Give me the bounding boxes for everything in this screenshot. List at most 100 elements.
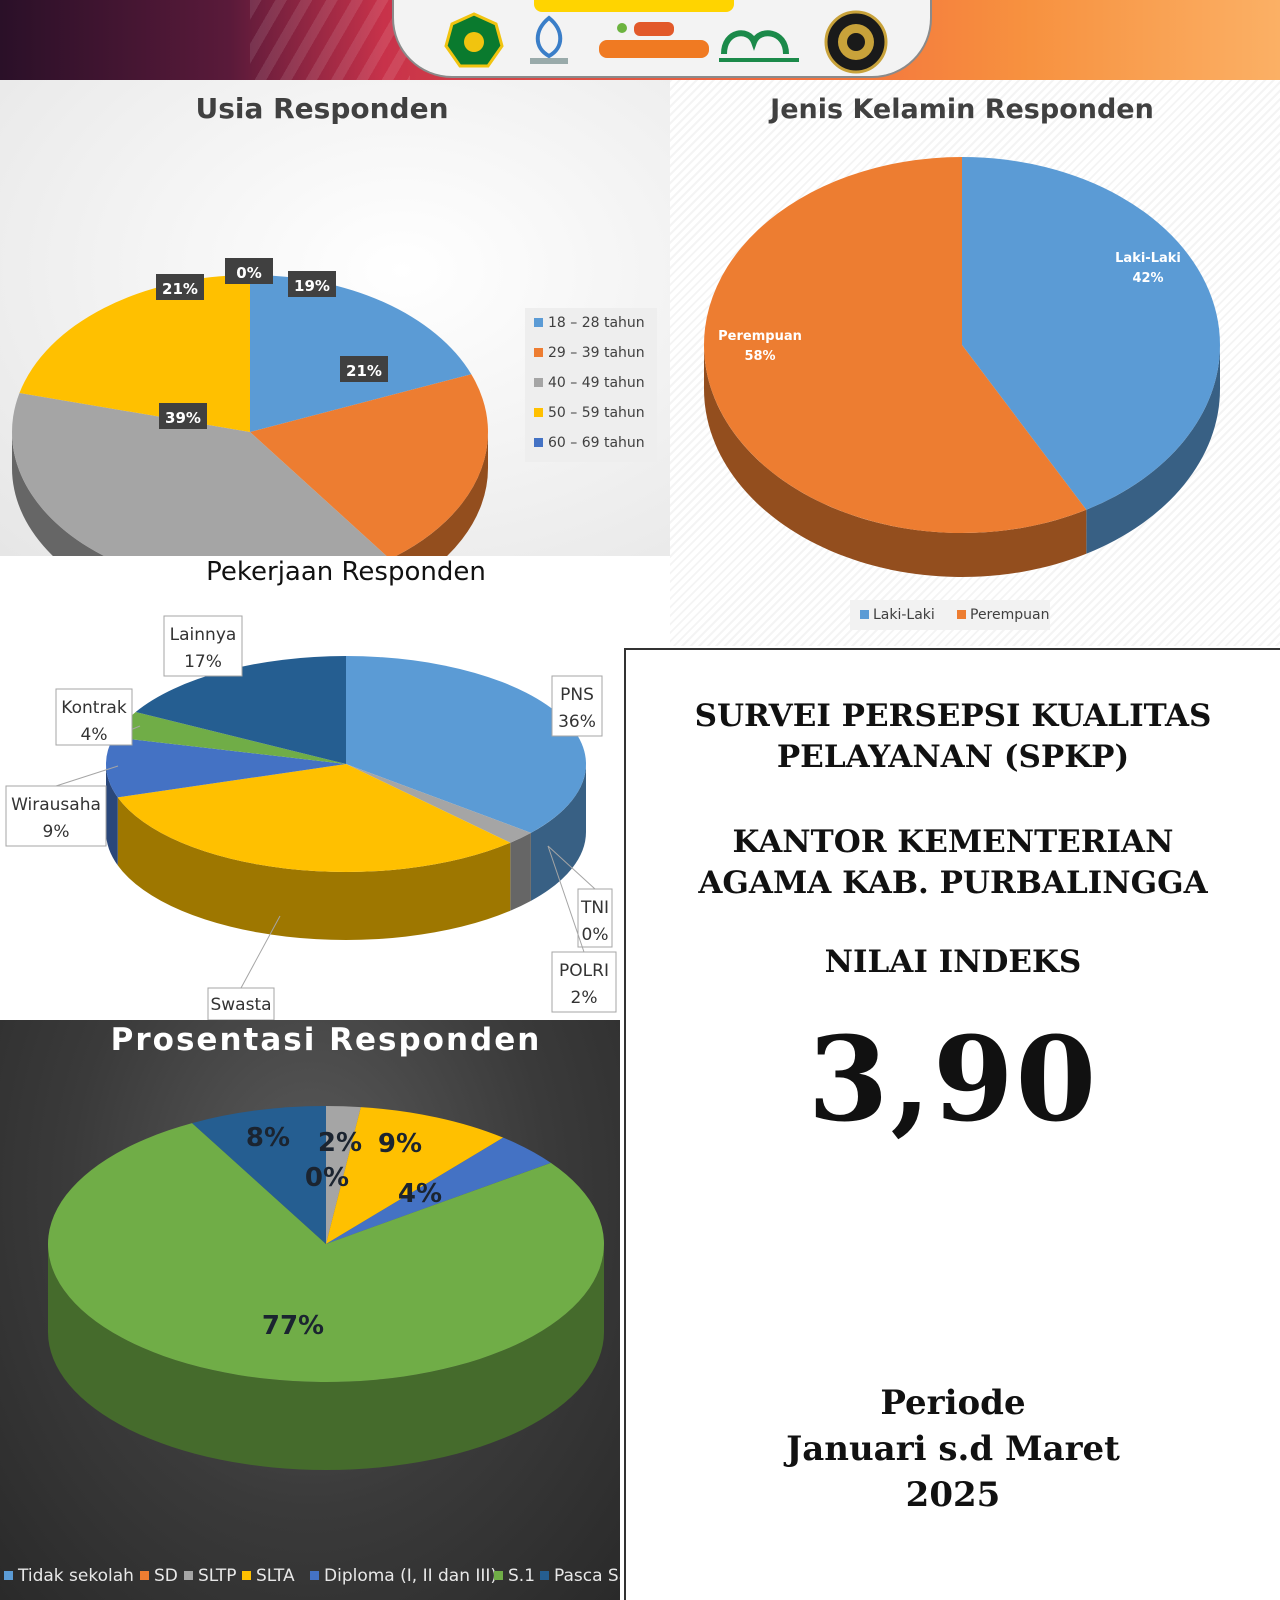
chart-usia: Usia Responden 19% 21% 39% 21% 0% 18 – 28 tah… (12, 92, 657, 556)
usia-legend-label: 40 – 49 tahun (548, 375, 645, 391)
pekerjaan-callout-box (577, 888, 613, 948)
office-name: KANTOR KEMENTERIAN AGAMA KAB. PURBALINGG… (626, 822, 1280, 904)
usia-data-label: 19% (294, 277, 330, 295)
index-label: NILAI INDEKS (824, 944, 1082, 980)
prosentasi-legend-swatch (540, 1571, 549, 1580)
pekerjaan-callout-value: 0% (582, 925, 609, 945)
chart-prosentasi-title: Prosentasi Responden (111, 1022, 542, 1058)
pekerjaan-callout-name: POLRI (559, 961, 609, 981)
pekerjaan-callout-box (207, 987, 275, 1020)
usia-data-label: 21% (162, 280, 198, 298)
pekerjaan-slice-side-swasta (117, 797, 511, 940)
pekerjaan-slice-pns (346, 656, 586, 833)
jenis-legend (850, 600, 1050, 630)
period-block: Periode Januari s.d Maret 2025 (626, 1380, 1280, 1518)
period-range: Januari s.d Maret (786, 1429, 1120, 1469)
header-banner (0, 0, 1280, 80)
prosentasi-legend-label: S.1 (508, 1566, 535, 1586)
usia-data-label: 0% (236, 264, 261, 282)
usia-pie (12, 275, 488, 556)
jenis-data-label-name: Perempuan (718, 329, 802, 344)
prosentasi-slice-s-1 (47, 1123, 605, 1382)
survey-title-line2: PELAYANAN (SPKP) (776, 739, 1130, 775)
prosentasi-legend-swatch (4, 1571, 13, 1580)
survey-title-line1: SURVEI PERSEPSI KUALITAS (694, 698, 1212, 734)
pusaka-logo-icon (530, 15, 568, 64)
prosentasi-slice-diploma-i-ii-dan-iii (326, 1137, 551, 1244)
pekerjaan-callout-name: PNS (560, 685, 594, 705)
usia-slice-18-28-tahun (250, 275, 472, 432)
jenis-legend-swatch (957, 610, 966, 619)
jenis-slice-perempuan (703, 157, 1087, 533)
prosentasi-slice-pasca-sa (192, 1106, 326, 1244)
usia-legend-label: 60 – 69 tahun (548, 435, 645, 451)
jenis-slice-side-laki-laki (1086, 345, 1220, 554)
pekerjaan-leader-line (547, 845, 585, 953)
pekerjaan-pie (106, 656, 586, 940)
pekerjaan-slice-swasta (117, 764, 511, 872)
jenis-pie (703, 157, 1220, 577)
jenis-data-label-value: 42% (1132, 271, 1163, 286)
prosentasi-data-label: 0% (305, 1163, 349, 1193)
usia-data-label-box (156, 274, 204, 300)
pekerjaan-callout-box (55, 688, 133, 746)
pekerjaan-callout-name: Swasta (210, 995, 271, 1015)
usia-slice-side-40-49-tahun (12, 432, 105, 556)
pekerjaan-slice-polri (346, 764, 531, 843)
usia-legend-swatch (534, 438, 543, 447)
pekerjaan-slice-side-pns (530, 764, 586, 901)
usia-slice-29-39-tahun (250, 374, 488, 556)
mendoan-logo-icon (599, 22, 709, 58)
period-label: Periode (880, 1383, 1026, 1423)
usia-slice-50-59-tahun (19, 275, 251, 432)
prosentasi-legend-label: Tidak sekolah (17, 1566, 134, 1586)
usia-data-label: 39% (165, 409, 201, 427)
prosentasi-legend-swatch (310, 1571, 319, 1580)
chart-pekerjaan-panel: Pekerjaan Responden PNS 36% TNI 0% POLRI 2% Sw… (0, 556, 624, 1020)
prosentasi-slice-slta (326, 1107, 504, 1244)
pekerjaan-leader-line (240, 915, 281, 989)
usia-data-label-box (225, 258, 273, 284)
pekerjaan-callout-box (551, 951, 617, 1013)
pekerjaan-callout-name: Kontrak (61, 698, 127, 718)
seal-emblem-icon (824, 10, 888, 74)
prosentasi-legend-label: SLTP (198, 1566, 237, 1586)
usia-legend-swatch (534, 378, 543, 387)
prosentasi-legend-swatch (140, 1571, 149, 1580)
prosentasi-data-label: 9% (378, 1129, 422, 1159)
usia-data-label-box (340, 356, 388, 382)
pekerjaan-callout-name: Wirausaha (11, 795, 101, 815)
pekerjaan-slice-side-polri (510, 832, 531, 911)
index-info-panel: SURVEI PERSEPSI KUALITAS PELAYANAN (SPKP… (624, 648, 1280, 1600)
chart-usia-panel: Usia Responden 19% 21% 39% 21% 0% 18 – 28 tah… (0, 80, 670, 556)
pekerjaan-callout-value: 17% (184, 652, 222, 672)
pekerjaan-callout-name: Lainnya (170, 625, 237, 645)
pekerjaan-slice-kontrak (113, 711, 346, 764)
chart-jenis: Jenis Kelamin Responden Laki-Laki 42% Pere… (703, 94, 1220, 630)
chart-jenis-title: Jenis Kelamin Responden (768, 94, 1154, 125)
pekerjaan-callout-value: 36% (558, 712, 596, 732)
index-value: 3,90 (807, 1012, 1099, 1148)
prosentasi-data-label: 77% (262, 1311, 324, 1341)
prosentasi-pie (47, 1106, 605, 1470)
chart-pekerjaan: Pekerjaan Responden PNS 36% TNI 0% POLRI 2% Sw… (5, 557, 617, 1020)
prosentasi-slice-side-s-1 (48, 1244, 604, 1470)
pekerjaan-callout-box (163, 615, 243, 677)
jenis-legend-label: Laki-Laki (873, 607, 935, 623)
banner-stripes (250, 0, 410, 80)
pekerjaan-slice-lainnya (135, 656, 346, 764)
prosentasi-legend-label: SLTA (256, 1566, 295, 1586)
usia-legend-swatch (534, 408, 543, 417)
jenis-legend-swatch (860, 610, 869, 619)
prosentasi-legend-label: SD (154, 1566, 178, 1586)
office-name-line2: AGAMA KAB. PURBALINGGA (698, 865, 1208, 901)
usia-legend-label: 18 – 28 tahun (548, 315, 645, 331)
chart-prosentasi-panel: Prosentasi Responden 0% 2% 9% 4% 77% 8% Tidak … (0, 1020, 620, 1600)
prosentasi-slice-sltp (326, 1106, 361, 1244)
jenis-data-label-name: Laki-Laki (1115, 251, 1181, 266)
usia-legend (525, 308, 657, 462)
kemenag-emblem-icon (444, 12, 504, 68)
usia-slice-40-49-tahun (12, 392, 387, 556)
pekerjaan-callout-name: TNI (580, 898, 609, 918)
usia-data-label: 21% (346, 362, 382, 380)
